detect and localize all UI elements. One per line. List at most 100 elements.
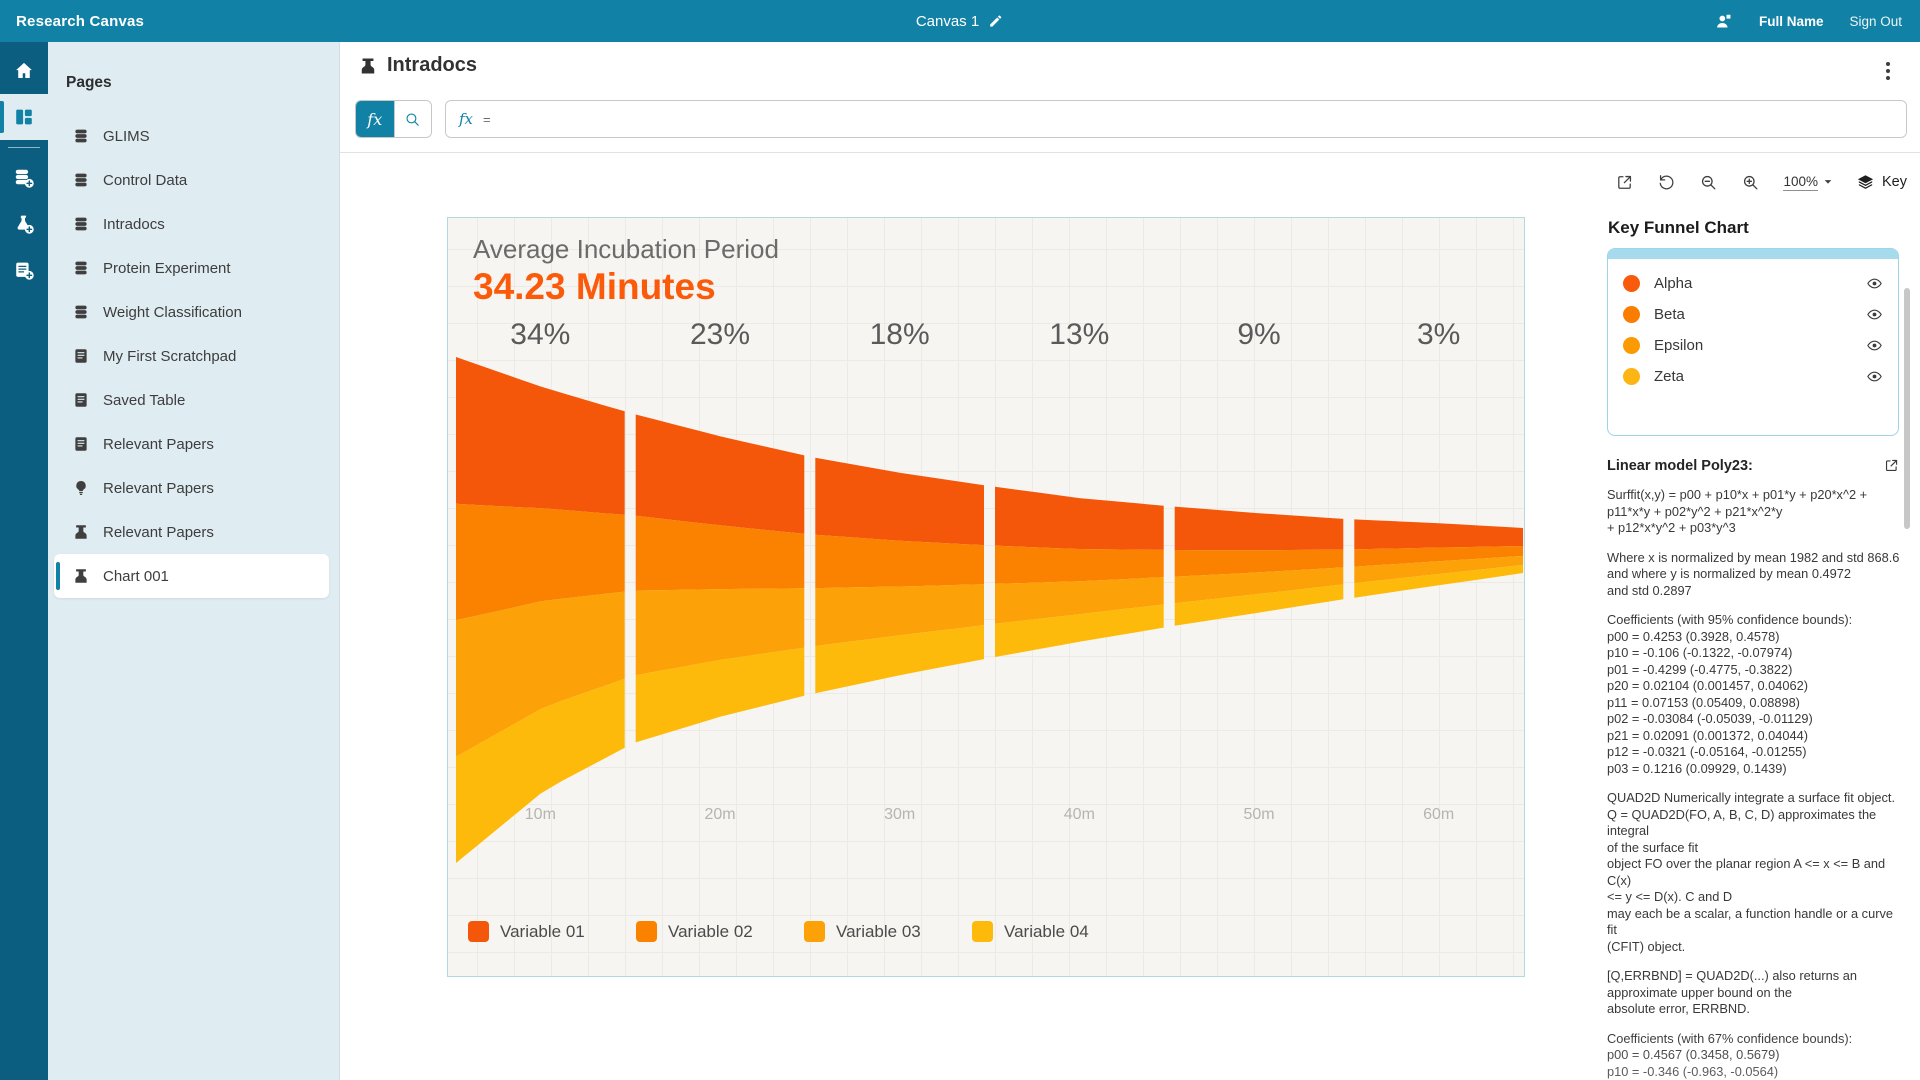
page-header: Intradocs — [358, 54, 477, 77]
legend-swatch — [804, 921, 825, 942]
funnel-stage-4-band-4[interactable] — [995, 604, 1164, 657]
stage-percent-label: 9% — [1237, 318, 1281, 351]
rail-item-notebook-add[interactable] — [0, 247, 48, 293]
rail-item-dashboard[interactable] — [0, 94, 48, 140]
stage-percent-label: 23% — [689, 318, 751, 351]
main-area: Intradocs fx fx = 100% Key Averag — [340, 42, 1920, 1080]
model-normalization: Where x is normalized by mean 1982 and s… — [1607, 549, 1900, 598]
series-color-dot — [1623, 337, 1640, 354]
formula-toolbar: fx fx = — [355, 100, 1907, 138]
sidebar-item-glims-0[interactable]: GLIMS — [54, 114, 329, 158]
fit-to-view-button[interactable] — [1615, 173, 1634, 192]
funnel-chart-card[interactable]: Average Incubation Period 34.23 Minutes … — [447, 217, 1525, 977]
funnel-stage-1-band-4[interactable] — [456, 678, 625, 863]
series-label: Epsilon — [1654, 337, 1704, 354]
series-color-dot — [1623, 306, 1640, 323]
funnel-stage-5-band-4[interactable] — [1174, 584, 1344, 626]
sidebar-item-my-first-scratchpad-5[interactable]: My First Scratchpad — [54, 334, 329, 378]
rail-item-flask-add[interactable] — [0, 201, 48, 247]
zoom-level-dropdown[interactable]: 100% — [1783, 174, 1833, 191]
funnel-stage-2-band-1[interactable] — [635, 414, 805, 534]
sidebar-item-weight-classification-4[interactable]: Weight Classification — [54, 290, 329, 334]
funnel-stage-6-band-4[interactable] — [1354, 564, 1523, 598]
search-button[interactable] — [393, 101, 431, 137]
series-label: Zeta — [1654, 368, 1685, 385]
model-heading: Linear model Poly23: — [1607, 457, 1753, 474]
stage-percent-label: 18% — [869, 318, 930, 351]
funnel-stage-5-band-3[interactable] — [1174, 567, 1344, 604]
funnel-stage-3-band-2[interactable] — [815, 534, 984, 589]
key-toggle-button[interactable]: Key — [1856, 173, 1907, 192]
sidebar-item-protein-experiment-3[interactable]: Protein Experiment — [54, 246, 329, 290]
edit-canvas-name-icon[interactable] — [988, 13, 1004, 29]
legend-swatch — [636, 921, 657, 942]
funnel-stage-5-band-1[interactable] — [1174, 506, 1344, 551]
undo-button[interactable] — [1657, 173, 1676, 192]
undo-icon — [1657, 173, 1676, 192]
page-title: Intradocs — [387, 54, 478, 76]
eye-icon[interactable] — [1866, 337, 1883, 354]
x-axis-tick-label: 20m — [704, 806, 736, 823]
funnel-stage-6-band-2[interactable] — [1354, 546, 1523, 567]
funnel-stage-2-band-3[interactable] — [635, 588, 805, 676]
rail-item-database-add[interactable] — [0, 155, 48, 201]
stage-percent-label: 13% — [1049, 318, 1110, 351]
model-errbnd: [Q,ERRBND] = QUAD2D(...) also returns an… — [1607, 968, 1857, 1016]
formula-input[interactable]: fx = — [445, 100, 1907, 138]
series-label: Alpha — [1654, 275, 1693, 292]
funnel-stage-6-band-1[interactable] — [1354, 519, 1523, 550]
nav-rail — [0, 42, 48, 1080]
funnel-stage-2-band-4[interactable] — [635, 647, 805, 743]
sidebar-item-relevant-papers-9[interactable]: Relevant Papers — [54, 510, 329, 554]
key-series-epsilon[interactable]: Epsilon — [1608, 330, 1898, 361]
key-series-beta[interactable]: Beta — [1608, 299, 1898, 330]
eye-icon[interactable] — [1866, 306, 1883, 323]
key-panel-scrollbar-thumb[interactable] — [1904, 288, 1910, 529]
user-icon[interactable] — [1714, 12, 1733, 31]
fx-button[interactable]: fx — [356, 101, 394, 137]
sidebar-item-relevant-papers-7[interactable]: Relevant Papers — [54, 422, 329, 466]
funnel-stage-5-band-2[interactable] — [1174, 549, 1344, 577]
database-add-icon — [13, 167, 35, 189]
x-axis-tick-label: 50m — [1243, 806, 1275, 823]
eye-icon[interactable] — [1866, 368, 1883, 385]
notebook-add-icon — [13, 259, 35, 281]
funnel-stage-1-band-2[interactable] — [456, 503, 625, 621]
funnel-stage-1-band-1[interactable] — [456, 357, 625, 515]
key-toggle-label: Key — [1882, 174, 1907, 190]
zoom-out-button[interactable] — [1699, 173, 1718, 192]
key-legend-box: Alpha Beta Epsilon Zeta — [1607, 248, 1899, 436]
funnel-icon — [72, 567, 90, 585]
sidebar-item-intradocs-2[interactable]: Intradocs — [54, 202, 329, 246]
sidebar-item-chart-001-10[interactable]: Chart 001 — [54, 554, 329, 598]
sign-out-link[interactable]: Sign Out — [1849, 13, 1902, 29]
sidebar-item-saved-table-6[interactable]: Saved Table — [54, 378, 329, 422]
legend-item-variable-01: Variable 01 — [468, 921, 585, 942]
funnel-stage-4-band-2[interactable] — [995, 545, 1164, 584]
funnel-stage-4-band-3[interactable] — [995, 577, 1164, 624]
eye-icon[interactable] — [1866, 275, 1883, 292]
sidebar-item-control-data-1[interactable]: Control Data — [54, 158, 329, 202]
key-panel: Key Funnel Chart Alpha Beta Epsilon Zeta Li… — [1607, 218, 1917, 1080]
key-series-zeta[interactable]: Zeta — [1608, 361, 1898, 392]
page-menu-button[interactable] — [1880, 56, 1896, 86]
database-icon — [72, 171, 90, 189]
sidebar-item-relevant-papers-8[interactable]: Relevant Papers — [54, 466, 329, 510]
selected-indicator — [56, 562, 60, 590]
stage-percent-label: 3% — [1416, 318, 1461, 351]
funnel-stage-2-band-2[interactable] — [635, 515, 805, 591]
funnel-stage-3-band-3[interactable] — [815, 584, 984, 647]
funnel-stage-1-band-3[interactable] — [456, 591, 625, 757]
rail-item-home[interactable] — [0, 48, 48, 94]
zoom-in-button[interactable] — [1741, 173, 1760, 192]
funnel-stage-3-band-4[interactable] — [815, 625, 984, 694]
open-external-icon[interactable] — [1883, 457, 1900, 474]
database-icon — [72, 259, 90, 277]
user-name[interactable]: Full Name — [1758, 13, 1824, 29]
key-series-alpha[interactable]: Alpha — [1608, 268, 1898, 299]
funnel-stage-6-band-3[interactable] — [1354, 555, 1523, 584]
canvas-title: Canvas 1 — [916, 13, 1004, 30]
funnel-stage-3-band-1[interactable] — [815, 457, 984, 546]
model-coeff67: Coefficients (with 67% confidence bounds… — [1607, 1030, 1853, 1079]
funnel-stage-4-band-1[interactable] — [995, 486, 1164, 550]
